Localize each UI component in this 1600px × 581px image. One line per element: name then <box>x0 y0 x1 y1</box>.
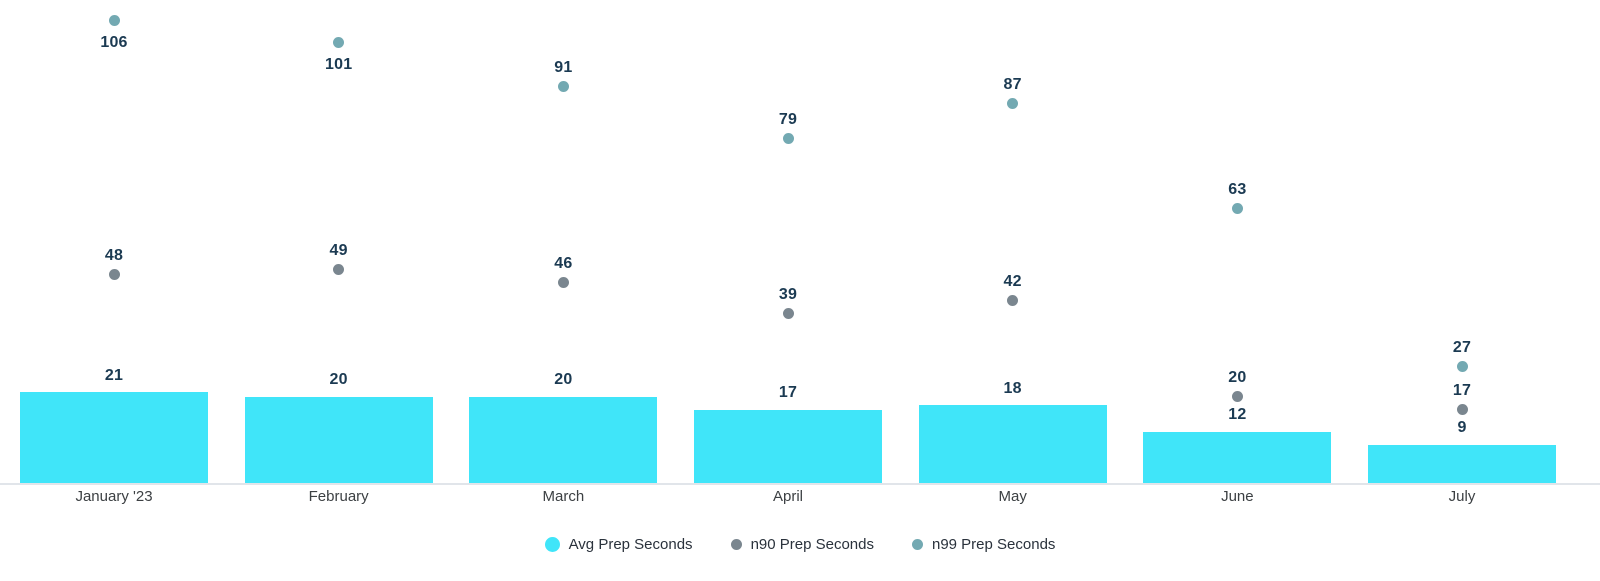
n90-prep-seconds-dot[interactable] <box>1231 391 1243 403</box>
n90-prep-seconds-value-label: 49 <box>329 242 348 260</box>
avg-prep-seconds-bar[interactable] <box>918 405 1107 484</box>
n99-prep-seconds-value-label: 27 <box>1452 338 1472 356</box>
n90-prep-seconds-dot[interactable] <box>782 308 794 320</box>
avg-prep-seconds-value-label: 18 <box>1003 379 1022 397</box>
avg-prep-seconds-value-label: 17 <box>778 384 798 402</box>
x-axis-label-march: March <box>542 488 585 505</box>
n99-prep-seconds-dot[interactable] <box>782 133 794 145</box>
x-axis-label-june: June <box>1221 488 1254 505</box>
n99-prep-seconds-dot[interactable] <box>108 15 120 27</box>
n90-prep-seconds-value-label: 46 <box>554 255 573 273</box>
x-axis-label-january-23: January '23 <box>75 488 153 505</box>
n99-prep-seconds-value-label: 87 <box>1003 76 1022 94</box>
avg-prep-seconds-bar[interactable] <box>1143 431 1332 484</box>
legend-label: n99 Prep Seconds <box>931 535 1056 553</box>
x-axis-label-april: April <box>772 488 803 505</box>
n90-prep-seconds-dot[interactable] <box>557 277 569 289</box>
n99-prep-seconds-value-label: 91 <box>554 58 573 76</box>
n99-prep-seconds-dot[interactable] <box>1007 98 1019 110</box>
avg-prep-seconds-value-label: 12 <box>1228 406 1247 424</box>
n99-prep-seconds-dot[interactable] <box>1456 360 1468 372</box>
avg-prep-seconds-bar[interactable] <box>20 392 208 484</box>
avg-prep-seconds-bar[interactable] <box>244 396 433 484</box>
legend-item-n99-prep-seconds[interactable]: n99 Prep Seconds <box>911 535 1056 553</box>
legend-item-n90-prep-seconds[interactable]: n90 Prep Seconds <box>730 535 874 553</box>
n90-prep-seconds-dot[interactable] <box>333 264 345 276</box>
n99-prep-seconds-dot[interactable] <box>557 80 569 92</box>
n90-prep-seconds-value-label: 48 <box>104 246 124 264</box>
n90-prep-seconds-dot[interactable] <box>108 268 120 280</box>
x-axis-label-may: May <box>998 488 1027 505</box>
n99-prep-seconds-legend-marker-icon <box>911 538 923 550</box>
x-axis-label-july: July <box>1448 488 1476 505</box>
n90-prep-seconds-value-label: 39 <box>778 286 798 304</box>
n99-prep-seconds-value-label: 106 <box>100 34 128 52</box>
avg-prep-seconds-bar[interactable] <box>1368 444 1556 484</box>
legend-label: Avg Prep Seconds <box>568 535 693 553</box>
x-axis-line <box>0 483 1600 485</box>
avg-prep-seconds-value-label: 20 <box>554 371 573 389</box>
legend: Avg Prep Seconds n90 Prep Seconds n99 Pr… <box>0 531 1600 557</box>
n99-prep-seconds-dot[interactable] <box>1231 203 1243 215</box>
avg-prep-seconds-legend-marker-icon <box>544 536 560 552</box>
legend-label: n90 Prep Seconds <box>750 535 874 553</box>
n90-prep-seconds-dot[interactable] <box>1456 404 1468 416</box>
n99-prep-seconds-value-label: 79 <box>778 111 798 129</box>
avg-prep-seconds-value-label: 21 <box>104 366 124 384</box>
n90-prep-seconds-dot[interactable] <box>1007 294 1019 306</box>
x-axis-label-february: February <box>308 488 369 505</box>
n90-prep-seconds-value-label: 20 <box>1228 369 1247 387</box>
n90-prep-seconds-legend-marker-icon <box>730 538 742 550</box>
legend-item-avg-prep-seconds[interactable]: Avg Prep Seconds <box>544 535 693 553</box>
avg-prep-seconds-bar[interactable] <box>469 396 658 484</box>
n99-prep-seconds-value-label: 101 <box>325 56 353 74</box>
avg-prep-seconds-bar[interactable] <box>694 409 882 484</box>
n90-prep-seconds-value-label: 42 <box>1003 272 1022 290</box>
n99-prep-seconds-value-label: 63 <box>1228 181 1247 199</box>
avg-prep-seconds-value-label: 20 <box>329 371 348 389</box>
avg-prep-seconds-value-label: 9 <box>1457 419 1467 437</box>
n90-prep-seconds-value-label: 17 <box>1452 382 1472 400</box>
n99-prep-seconds-dot[interactable] <box>333 37 345 49</box>
